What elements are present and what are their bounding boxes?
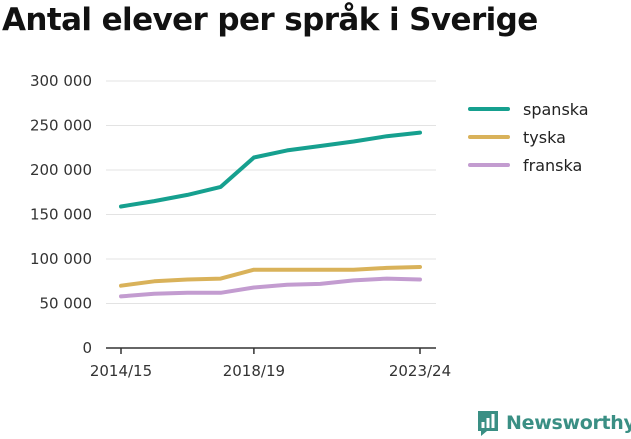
y-tick-label: 50 000 [40, 295, 93, 313]
y-tick-label: 150 000 [30, 206, 92, 224]
newsworthy-logo[interactable]: Newsworthy [476, 408, 631, 438]
y-tick-label: 100 000 [30, 250, 92, 268]
y-tick-label: 200 000 [30, 161, 92, 179]
series-line-tyska [119, 265, 422, 288]
x-tick-label: 2018/19 [223, 362, 285, 380]
axes: 0 50 000 100 000 150 000 200 000 250 000 300 0… [30, 72, 451, 380]
legend: spanska tyska franska [468, 100, 589, 175]
legend-label-tyska: tyska [523, 128, 566, 147]
series-line-franska [119, 276, 422, 299]
legend-label-franska: franska [523, 156, 582, 175]
y-tick-label: 250 000 [30, 117, 92, 135]
x-tick-label: 2014/15 [90, 362, 152, 380]
brand-name: Newsworthy [506, 412, 631, 434]
bar-chart-speech-bubble-icon [478, 411, 498, 436]
gridlines [106, 80, 436, 304]
chart-title: Antal elever per språk i Sverige [2, 2, 538, 38]
y-tick-label: 0 [82, 339, 92, 357]
y-tick-label: 300 000 [30, 72, 92, 90]
x-tick-label: 2023/24 [389, 362, 451, 380]
series-line-spanska [119, 130, 422, 209]
series-lines [119, 130, 422, 299]
legend-label-spanska: spanska [523, 100, 589, 119]
